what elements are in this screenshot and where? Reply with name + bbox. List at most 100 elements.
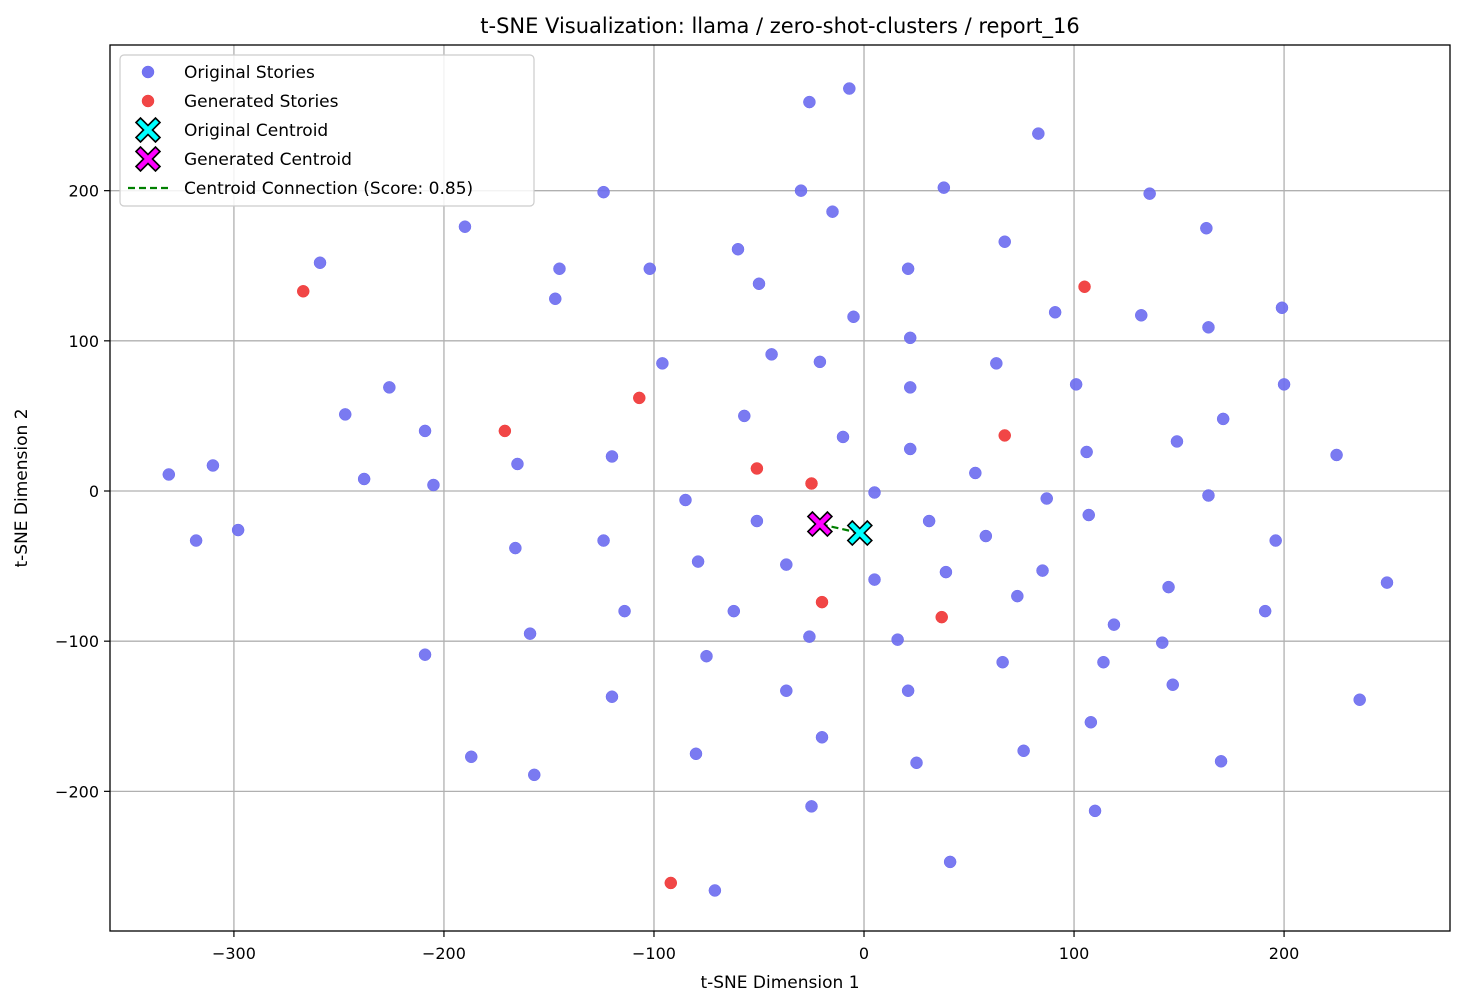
legend-marker bbox=[141, 94, 155, 108]
original-story-point bbox=[979, 529, 993, 543]
original-story-point bbox=[1202, 489, 1215, 502]
generated-story-point bbox=[1078, 280, 1091, 294]
original-story-point bbox=[528, 768, 541, 782]
original-story-point bbox=[597, 534, 610, 547]
original-story-point bbox=[794, 184, 808, 197]
original-story-point bbox=[549, 292, 562, 306]
original-story-point bbox=[750, 514, 764, 528]
original-centroid-marker bbox=[846, 519, 873, 547]
original-story-point bbox=[765, 348, 778, 361]
legend-label: Centroid Connection (Score: 0.85) bbox=[184, 179, 473, 199]
original-story-point bbox=[1200, 221, 1213, 235]
original-story-point bbox=[509, 541, 522, 555]
original-story-point bbox=[700, 649, 713, 663]
original-story-point bbox=[418, 424, 432, 438]
original-story-point bbox=[752, 277, 766, 291]
original-story-point bbox=[1088, 804, 1102, 818]
original-story-point bbox=[903, 442, 917, 456]
original-story-point bbox=[1082, 508, 1095, 522]
original-story-point bbox=[1330, 448, 1343, 462]
original-story-point bbox=[937, 181, 951, 194]
legend-label: Original Centroid bbox=[184, 121, 328, 141]
original-story-point bbox=[803, 630, 816, 643]
original-story-point bbox=[1135, 309, 1148, 322]
original-story-point bbox=[523, 627, 537, 640]
original-story-point bbox=[903, 381, 917, 394]
original-story-point bbox=[1107, 618, 1121, 631]
original-story-point bbox=[996, 655, 1009, 669]
legend-marker bbox=[141, 65, 155, 79]
legend-label: Generated Stories bbox=[184, 92, 339, 112]
original-story-point bbox=[553, 262, 566, 276]
original-story-point bbox=[162, 468, 176, 481]
original-story-point bbox=[803, 95, 816, 109]
original-story-point bbox=[868, 486, 881, 499]
original-story-point bbox=[605, 450, 619, 463]
original-story-point bbox=[1202, 321, 1215, 334]
data-points bbox=[162, 82, 1394, 897]
y-tick-label: 200 bbox=[68, 182, 99, 201]
original-story-point bbox=[357, 472, 371, 486]
original-story-point bbox=[458, 220, 472, 233]
generated-story-point bbox=[815, 595, 829, 609]
original-story-point bbox=[1269, 534, 1282, 547]
original-story-point bbox=[826, 205, 839, 218]
original-story-point bbox=[1156, 636, 1169, 649]
original-story-point bbox=[605, 690, 619, 703]
original-story-point bbox=[780, 684, 793, 697]
original-story-point bbox=[727, 604, 741, 618]
y-tick-label: 100 bbox=[68, 332, 99, 351]
x-tick-label: −200 bbox=[422, 944, 466, 963]
original-story-point bbox=[231, 523, 245, 537]
original-story-point bbox=[1032, 127, 1045, 140]
legend-marker bbox=[134, 145, 162, 173]
original-story-point bbox=[910, 756, 923, 770]
y-axis-label: t-SNE Dimension 2 bbox=[12, 408, 32, 567]
generated-story-point bbox=[998, 429, 1011, 442]
original-story-point bbox=[465, 750, 478, 764]
original-story-point bbox=[1166, 678, 1180, 691]
axis-ticks: −300 −200 −100 0 100 200 −200 −100 0 100 200 bbox=[55, 182, 1299, 963]
chart-title: t-SNE Visualization: llama / zero-shot-c… bbox=[480, 14, 1079, 39]
original-story-point bbox=[903, 331, 917, 345]
original-story-point bbox=[383, 381, 396, 394]
original-story-point bbox=[1275, 301, 1289, 315]
y-tick-label: 0 bbox=[89, 482, 99, 501]
original-story-point bbox=[1084, 716, 1098, 729]
generated-story-point bbox=[498, 424, 512, 438]
original-story-point bbox=[1216, 412, 1230, 426]
original-story-point bbox=[813, 355, 827, 369]
original-story-point bbox=[901, 262, 915, 276]
original-story-point bbox=[843, 82, 856, 95]
original-story-point bbox=[643, 262, 657, 276]
original-story-point bbox=[1048, 306, 1062, 319]
generated-story-point bbox=[633, 391, 646, 405]
original-story-point bbox=[1258, 604, 1272, 618]
original-story-point bbox=[708, 884, 722, 897]
original-story-point bbox=[656, 357, 669, 370]
original-story-point bbox=[868, 573, 881, 586]
original-story-point bbox=[1017, 744, 1030, 758]
original-story-point bbox=[511, 457, 524, 471]
generated-story-point bbox=[664, 876, 678, 890]
original-story-point bbox=[939, 565, 953, 579]
plot-frame bbox=[109, 44, 1451, 932]
original-story-point bbox=[780, 558, 793, 571]
legend-label: Original Stories bbox=[184, 63, 315, 83]
original-story-point bbox=[1040, 492, 1053, 505]
original-story-point bbox=[998, 235, 1011, 248]
y-tick-label: −200 bbox=[55, 782, 99, 801]
x-tick-label: 200 bbox=[1269, 944, 1300, 963]
original-story-point bbox=[836, 430, 850, 444]
original-story-point bbox=[891, 633, 904, 646]
original-story-point bbox=[691, 555, 705, 568]
y-tick-label: −100 bbox=[55, 632, 99, 651]
original-story-point bbox=[943, 855, 957, 869]
original-story-point bbox=[1353, 693, 1366, 706]
original-story-point bbox=[1036, 564, 1049, 577]
original-story-point bbox=[738, 409, 751, 423]
original-story-point bbox=[206, 459, 220, 472]
original-story-point bbox=[901, 684, 915, 697]
original-story-point bbox=[1214, 755, 1228, 768]
